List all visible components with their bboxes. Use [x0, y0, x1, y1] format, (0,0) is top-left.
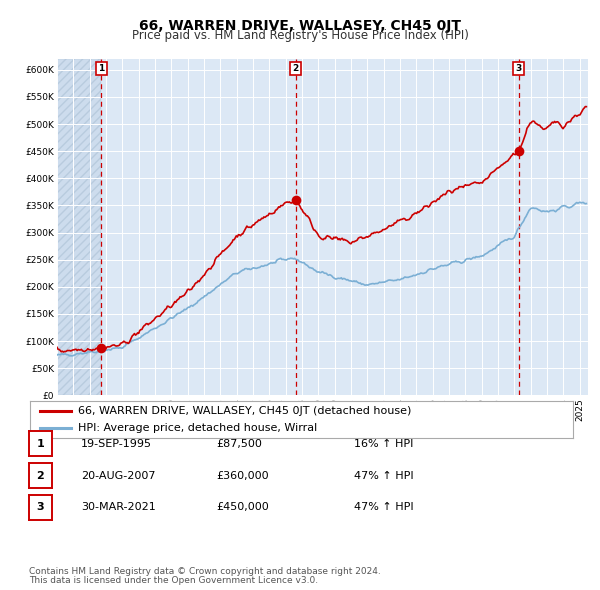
- Text: 47% ↑ HPI: 47% ↑ HPI: [354, 471, 413, 480]
- Text: £360,000: £360,000: [216, 471, 269, 480]
- Text: 2: 2: [293, 64, 299, 73]
- Text: 47% ↑ HPI: 47% ↑ HPI: [354, 503, 413, 512]
- Bar: [57, 59, 101, 395]
- Text: 2: 2: [37, 471, 44, 480]
- Text: 20-AUG-2007: 20-AUG-2007: [81, 471, 155, 480]
- Text: 66, WARREN DRIVE, WALLASEY, CH45 0JT (detached house): 66, WARREN DRIVE, WALLASEY, CH45 0JT (de…: [78, 406, 411, 415]
- Text: 3: 3: [515, 64, 521, 73]
- Text: 19-SEP-1995: 19-SEP-1995: [81, 439, 152, 448]
- Text: 66, WARREN DRIVE, WALLASEY, CH45 0JT: 66, WARREN DRIVE, WALLASEY, CH45 0JT: [139, 19, 461, 33]
- Text: 30-MAR-2021: 30-MAR-2021: [81, 503, 156, 512]
- Text: This data is licensed under the Open Government Licence v3.0.: This data is licensed under the Open Gov…: [29, 576, 318, 585]
- Text: HPI: Average price, detached house, Wirral: HPI: Average price, detached house, Wirr…: [78, 424, 317, 434]
- Text: 16% ↑ HPI: 16% ↑ HPI: [354, 439, 413, 448]
- Text: Contains HM Land Registry data © Crown copyright and database right 2024.: Contains HM Land Registry data © Crown c…: [29, 567, 380, 576]
- Text: 1: 1: [37, 439, 44, 448]
- Text: £87,500: £87,500: [216, 439, 262, 448]
- Text: £450,000: £450,000: [216, 503, 269, 512]
- Text: Price paid vs. HM Land Registry's House Price Index (HPI): Price paid vs. HM Land Registry's House …: [131, 30, 469, 42]
- Text: 1: 1: [98, 64, 104, 73]
- Text: 3: 3: [37, 503, 44, 512]
